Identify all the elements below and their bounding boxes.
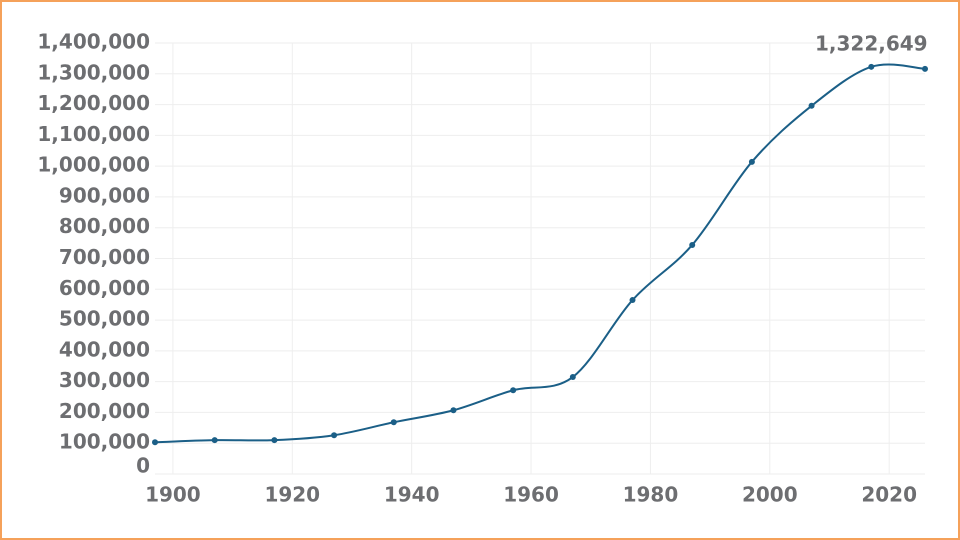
point xyxy=(211,437,218,444)
y-tick-label: 200,000 xyxy=(59,399,150,423)
point xyxy=(510,387,517,394)
point xyxy=(748,158,755,165)
y-tick-label: 0 xyxy=(136,454,150,478)
point xyxy=(271,437,278,444)
x-tick-label: 1980 xyxy=(623,483,679,507)
x-tick-label: 1900 xyxy=(145,483,201,507)
x-tick-label: 2000 xyxy=(742,483,798,507)
point xyxy=(152,439,158,446)
point xyxy=(629,297,636,304)
point xyxy=(390,419,397,426)
y-tick-label: 300,000 xyxy=(59,368,150,392)
y-tick-label: 1,000,000 xyxy=(37,153,150,177)
x-tick-label: 1940 xyxy=(384,483,440,507)
point xyxy=(689,241,696,248)
y-tick-label: 700,000 xyxy=(59,245,150,269)
point xyxy=(450,407,457,414)
y-tick-label: 400,000 xyxy=(59,337,150,361)
y-tick-label: 1,200,000 xyxy=(37,91,150,115)
y-tick-label: 1,400,000 xyxy=(37,30,150,54)
value-label: 1,322,649 xyxy=(815,31,928,55)
y-tick-label: 600,000 xyxy=(59,276,150,300)
x-tick-label: 2020 xyxy=(861,483,917,507)
y-tick-label: 900,000 xyxy=(59,183,150,207)
y-tick-label: 100,000 xyxy=(59,430,150,454)
point xyxy=(808,102,815,109)
point xyxy=(868,63,875,70)
point xyxy=(331,432,338,439)
x-tick-label: 1960 xyxy=(503,483,559,507)
y-tick-label: 800,000 xyxy=(59,214,150,238)
point xyxy=(569,374,576,381)
y-tick-label: 1,300,000 xyxy=(37,60,150,84)
y-tick-label: 500,000 xyxy=(59,307,150,331)
point xyxy=(922,65,928,72)
x-tick-label: 1920 xyxy=(264,483,320,507)
y-tick-label: 1,100,000 xyxy=(37,122,150,146)
